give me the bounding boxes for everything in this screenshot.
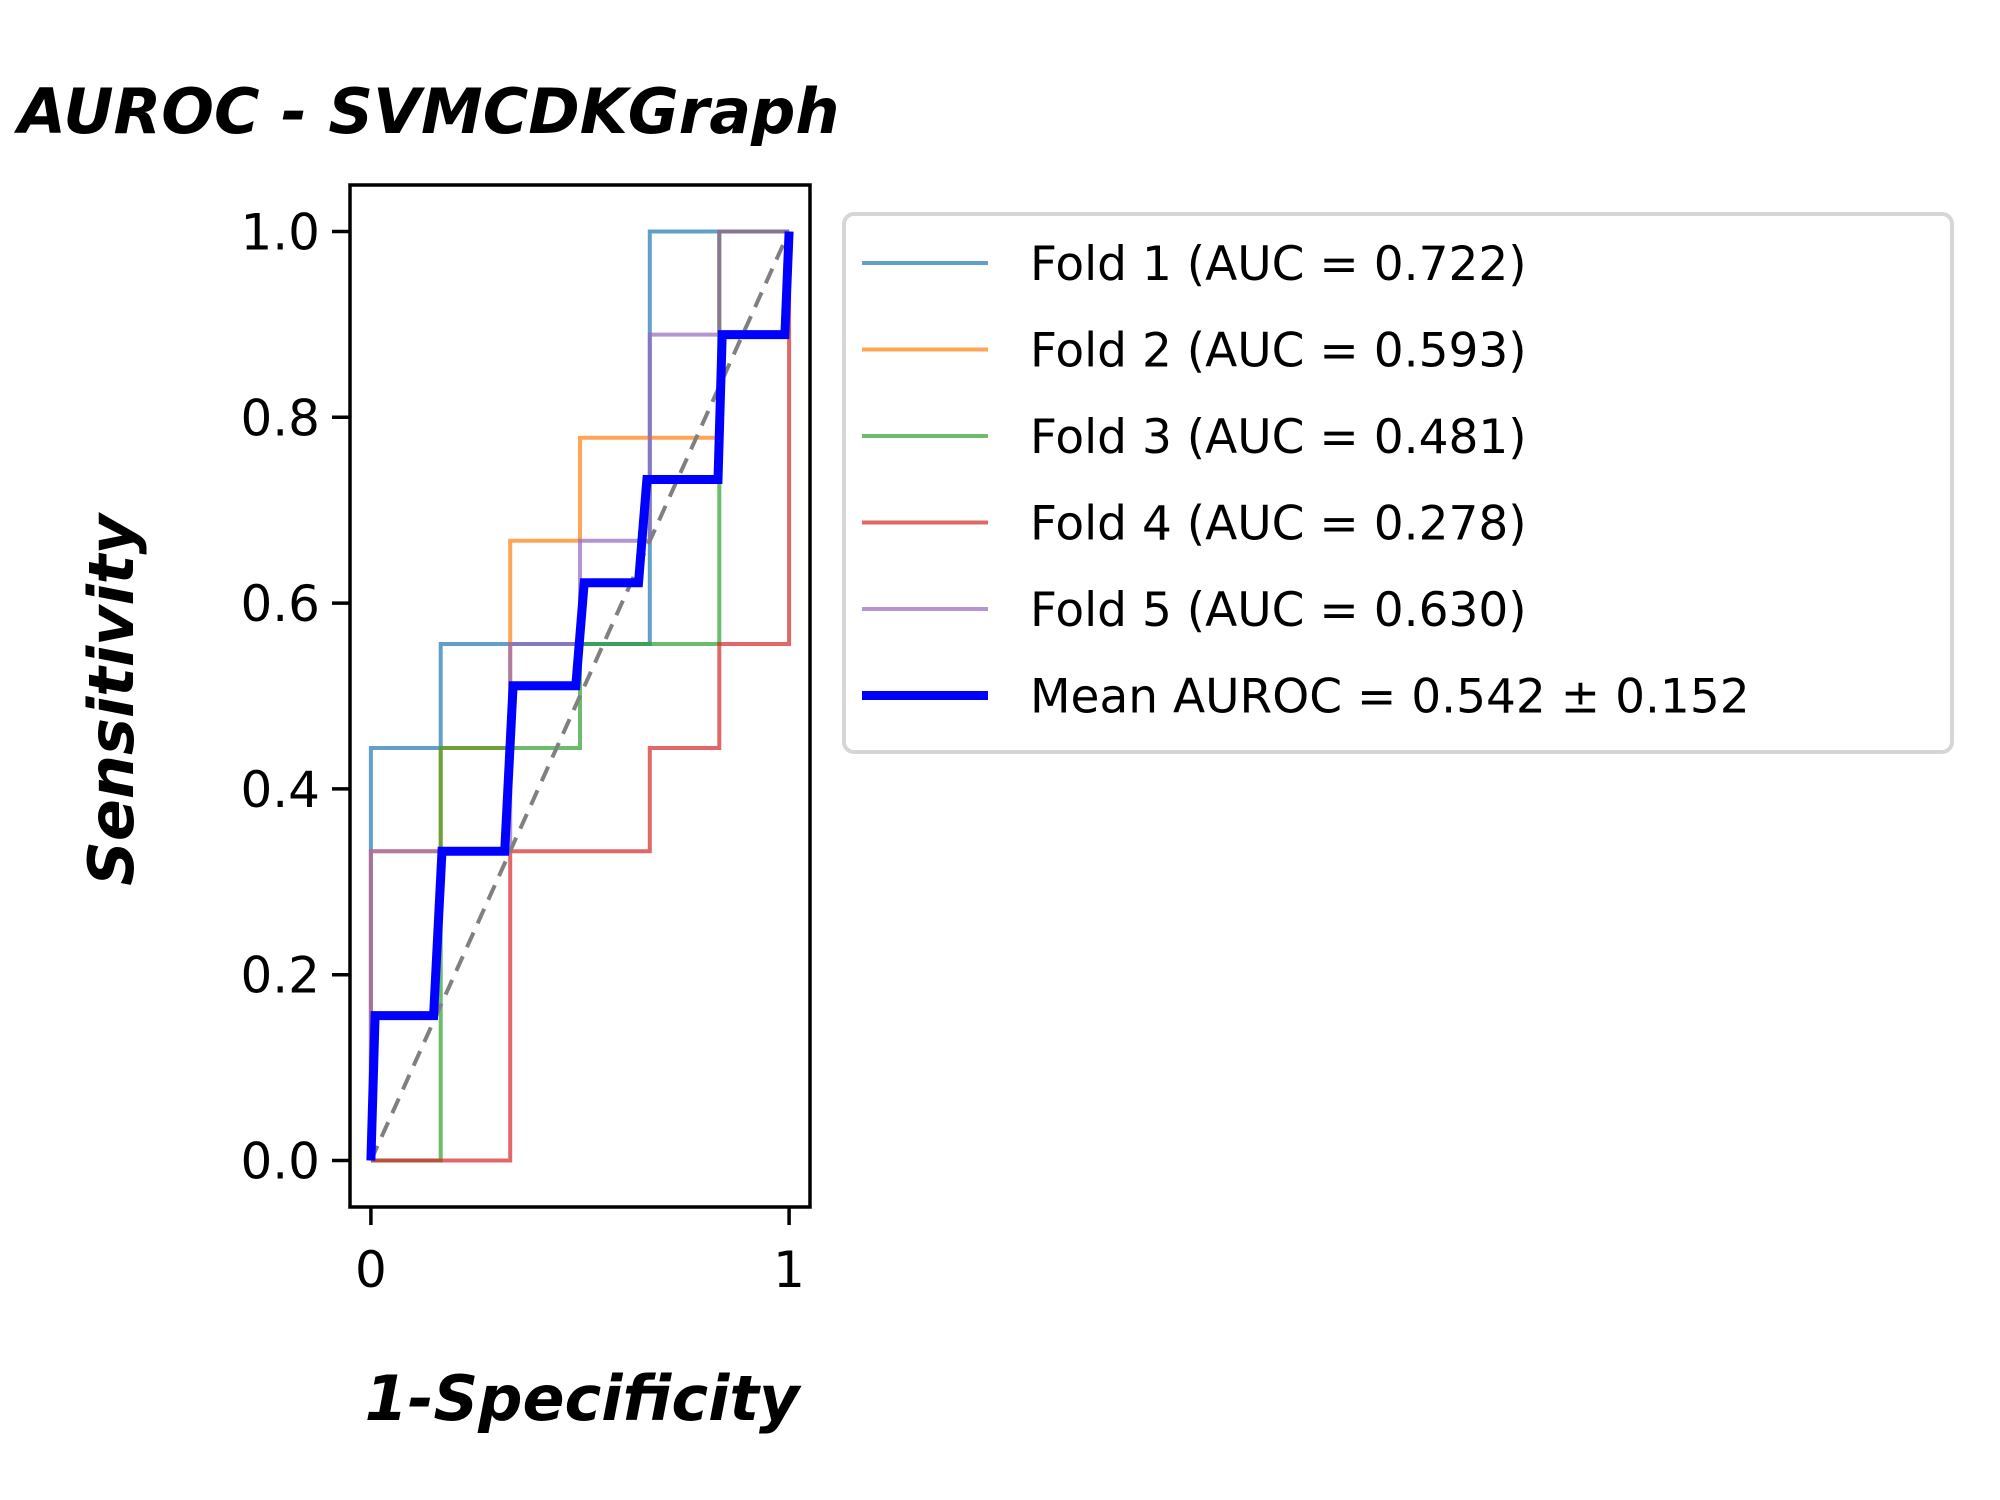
y-tick-label: 0.2	[240, 947, 320, 1005]
legend-box	[842, 212, 1954, 754]
legend-label: Fold 1 (AUC = 0.722)	[1030, 237, 1527, 292]
x-tick-label: 0	[355, 1241, 387, 1299]
fold-4-roc-line	[370, 231, 792, 1163]
mean-roc-line	[366, 231, 794, 1161]
legend-label: Fold 5 (AUC = 0.630)	[1030, 583, 1527, 638]
legend: Fold 1 (AUC = 0.722) Fold 2 (AUC = 0.593)…	[842, 212, 1954, 754]
series-layer	[366, 229, 794, 1163]
legend-label: Fold 3 (AUC = 0.481)	[1030, 410, 1527, 465]
legend-label: Fold 4 (AUC = 0.278)	[1030, 497, 1527, 552]
y-tick-label: 0.8	[240, 389, 320, 447]
y-tick-label: 0.6	[240, 575, 320, 633]
y-axis-label: Sensitivity	[75, 512, 148, 886]
y-axis: 0.0 0.2 0.4 0.6 0.8 1.0	[240, 203, 350, 1191]
legend-label: Fold 2 (AUC = 0.593)	[1030, 324, 1527, 379]
x-tick-label: 1	[773, 1241, 805, 1299]
legend-label: Mean AUROC = 0.542 ± 0.152	[1030, 670, 1750, 725]
chance-line	[369, 230, 791, 1162]
y-tick-label: 0.0	[240, 1133, 320, 1191]
y-tick-label: 1.0	[240, 203, 320, 261]
x-axis-label: 1-Specificity	[365, 1362, 802, 1435]
chart-title: AUROC - SVMCDKGraph	[13, 75, 840, 148]
y-tick-label: 0.4	[240, 761, 320, 819]
plot-frame	[348, 183, 812, 1209]
fold-1-roc-line	[368, 229, 790, 1161]
